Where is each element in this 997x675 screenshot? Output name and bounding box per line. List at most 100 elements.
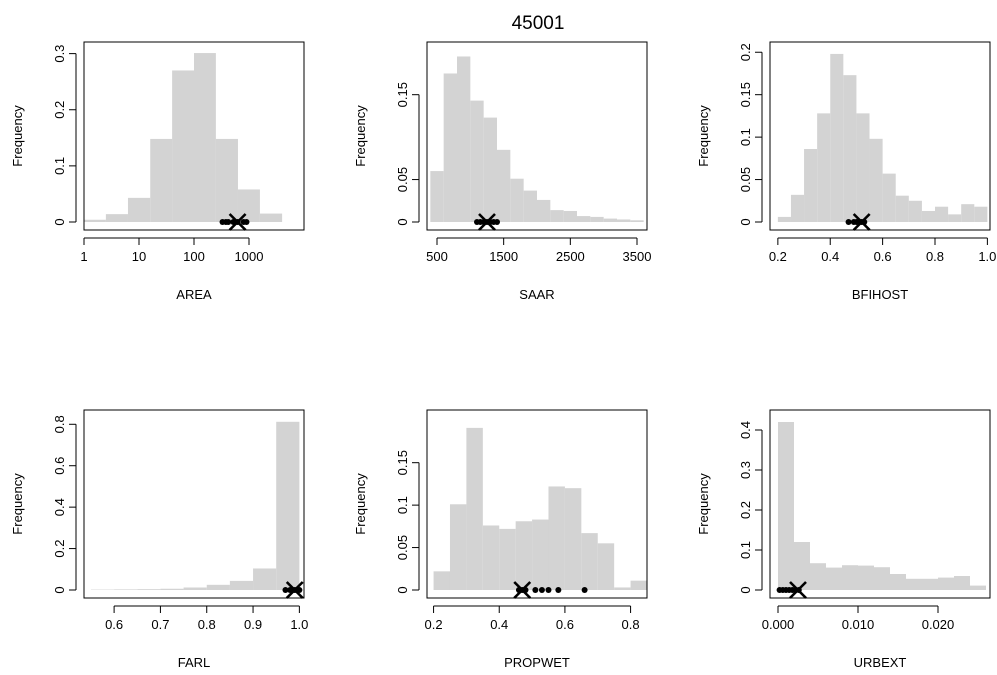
pooled-site-point [225,219,232,225]
pooled-site-point [282,587,289,593]
histogram-bar [948,214,962,222]
x-tick-label: 1.0 [290,617,308,632]
y-tick-label: 0.3 [52,45,67,63]
x-axis-label: URBEXT [854,655,907,670]
y-tick-label: 0.15 [395,450,410,475]
histogram-panel-urbext: 0.000 0.010 0.020 0 0.1 0.2 0.3 0.4 URBEXT Freque… [696,409,991,670]
x-tick-label: 10 [132,249,146,264]
y-tick-label: 0 [395,218,410,225]
x-tick-label: 0.8 [926,249,944,264]
x-tick-label: 0.2 [425,617,443,632]
histogram-bar [777,216,791,222]
histogram-bar [817,113,831,222]
x-tick-label: 0.2 [769,249,787,264]
histogram-bar [614,587,631,590]
histogram-bar [433,571,450,590]
y-tick-label: 0.8 [52,415,67,433]
histogram-bar [499,528,516,590]
histogram-bar [970,585,986,590]
histogram-bar [874,567,890,590]
y-tick-label: 0.2 [738,501,753,519]
histogram-bar [954,576,970,590]
x-tick-label: 0.9 [244,617,262,632]
x-axis-label: PROPWET [504,655,570,670]
histogram-bar [215,138,238,222]
histogram-panel-saar: 500 1500 2500 3500 0 0.05 0.15 SAAR Frequency [353,41,652,302]
y-axis-label: Frequency [353,105,368,167]
histogram-bar [922,578,938,590]
histogram-bar [457,56,471,222]
x-axis-label: FARL [178,655,211,670]
histogram-panel-farl: 0.6 0.7 0.8 0.9 1.0 0 0.2 0.4 0.6 0.8 FARL Frequenc… [10,409,308,670]
histogram-bar [563,210,577,222]
histogram-bar [160,588,184,590]
histogram-bar [804,149,818,222]
y-axis-label: Frequency [696,105,711,167]
pooled-site-point [532,587,539,593]
y-axis-label: Frequency [10,473,25,535]
histogram-bar [150,138,173,222]
x-axis-label: SAAR [519,287,554,302]
x-tick-label: 3500 [623,249,652,264]
plot-frame [83,409,305,599]
histogram-bar [483,117,497,222]
y-tick-label: 0 [52,218,67,225]
y-tick-label: 0.05 [395,535,410,560]
histogram-bar [497,149,511,222]
histogram-bar [470,100,484,222]
y-tick-label: 0.4 [52,498,67,516]
y-tick-label: 0.05 [395,167,410,192]
target-site-cross [513,581,532,599]
histogram-bar [895,195,909,222]
y-tick-label: 0.1 [738,541,753,559]
histogram-bar [906,578,922,590]
plot-frame [426,41,648,231]
histogram-bar [577,216,591,222]
histogram-bar [253,568,277,590]
pooled-site-point [494,219,500,225]
histogram-bar [810,563,826,590]
x-tick-label: 0.6 [874,249,892,264]
histogram-bar [603,218,617,222]
histogram-bar [564,488,582,590]
y-axis-label: Frequency [696,473,711,535]
x-tick-label: 0.4 [490,617,508,632]
y-tick-label: 0.2 [738,43,753,61]
x-tick-label: 0.8 [622,617,640,632]
x-tick-label: 0.000 [762,617,795,632]
histogram-panel-propwet: 0.2 0.4 0.6 0.8 0 0.05 0.1 0.15 PROPWET Frequency [353,409,648,670]
histogram-bar [908,200,922,222]
y-tick-label: 0.2 [52,540,67,558]
histogram-bar [84,219,106,222]
target-site-cross [789,581,807,599]
histogram-bar [114,589,138,590]
histogram-bar [515,521,533,590]
histogram-bar [172,70,194,222]
histogram-bar [858,565,874,590]
plot-frame [83,41,305,231]
histogram-bar [550,210,564,222]
histogram-bar [597,543,615,590]
x-tick-label: 1000 [235,249,264,264]
histogram-bar [843,75,857,222]
y-tick-label: 0.3 [738,461,753,479]
y-tick-label: 0.05 [738,167,753,192]
histogram-bar [466,427,483,590]
histogram-bar [430,171,444,222]
x-tick-label: 0.020 [922,617,955,632]
histogram-bar [510,178,524,222]
plot-frame [426,409,648,599]
histogram-bar [830,53,844,222]
histogram-bar [237,189,260,222]
target-site-cross [852,213,871,231]
histogram-bar [183,587,207,590]
y-tick-label: 0 [738,218,753,225]
histogram-bar [548,486,565,590]
pooled-site-point [545,587,552,593]
histogram-bar [194,53,216,222]
y-tick-label: 0.4 [738,421,753,439]
histogram-bar [229,580,254,590]
x-tick-label: 1500 [489,249,518,264]
target-site-cross [228,213,247,231]
